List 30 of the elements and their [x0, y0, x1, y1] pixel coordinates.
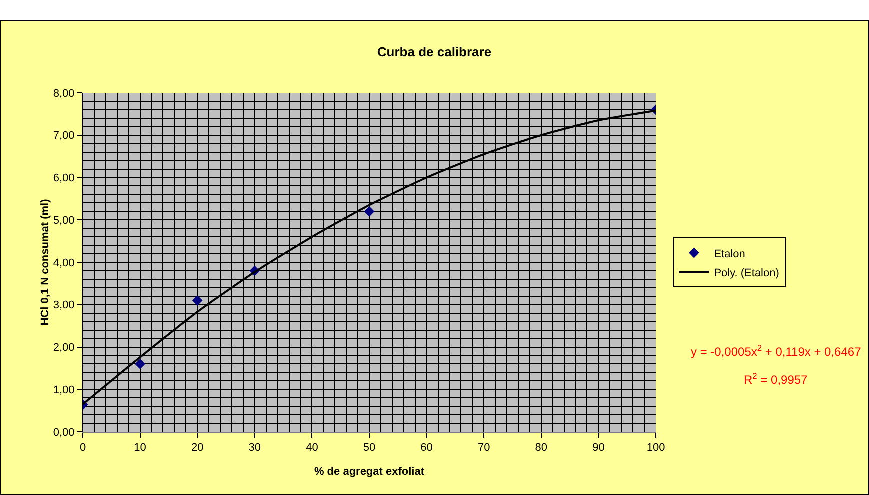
legend-label: Etalon	[714, 248, 746, 260]
x-tick-label: 70	[478, 442, 490, 454]
x-axis-title: % de agregat exfoliat	[314, 466, 425, 478]
y-axis-title: HCl 0,1 N consumat (ml)	[39, 198, 52, 326]
point	[192, 295, 203, 306]
y-tick-label: 0,00	[53, 426, 75, 439]
y-tick-label: 7,00	[53, 130, 75, 142]
text: y = -0,0005x$^{2}$ + 0,119x + 0,6467	[691, 343, 862, 360]
x-tick-label: 50	[363, 442, 376, 454]
chart-title: Curba de calibrare	[377, 44, 492, 60]
x-tick-label: 90	[592, 442, 605, 454]
y-tick-label: 5,00	[53, 214, 75, 227]
point	[364, 206, 375, 217]
y-tick-label: 1,00	[53, 384, 75, 396]
y-tick-label: 4,00	[53, 257, 75, 270]
y-tick-label: 6,00	[53, 172, 75, 185]
x-tick-label: 100	[646, 442, 666, 454]
legend-label: Poly. (Etalon)	[714, 267, 780, 280]
y-tick-label: 8,00	[53, 88, 75, 100]
x-tick-label: 0	[80, 442, 86, 454]
x-tick-label: 60	[420, 442, 433, 454]
y-tick-label: 3,00	[53, 300, 75, 312]
y-tick-label: 2,00	[53, 342, 75, 354]
point	[135, 359, 146, 370]
x-tick-label: 10	[134, 442, 146, 454]
x-tick-label: 80	[535, 442, 548, 454]
text: R$^{2}$ = 0,9957	[744, 371, 808, 388]
x-tick-label: 40	[306, 442, 318, 454]
x-tick-label: 20	[191, 442, 204, 454]
x-tick-label: 30	[248, 442, 262, 454]
